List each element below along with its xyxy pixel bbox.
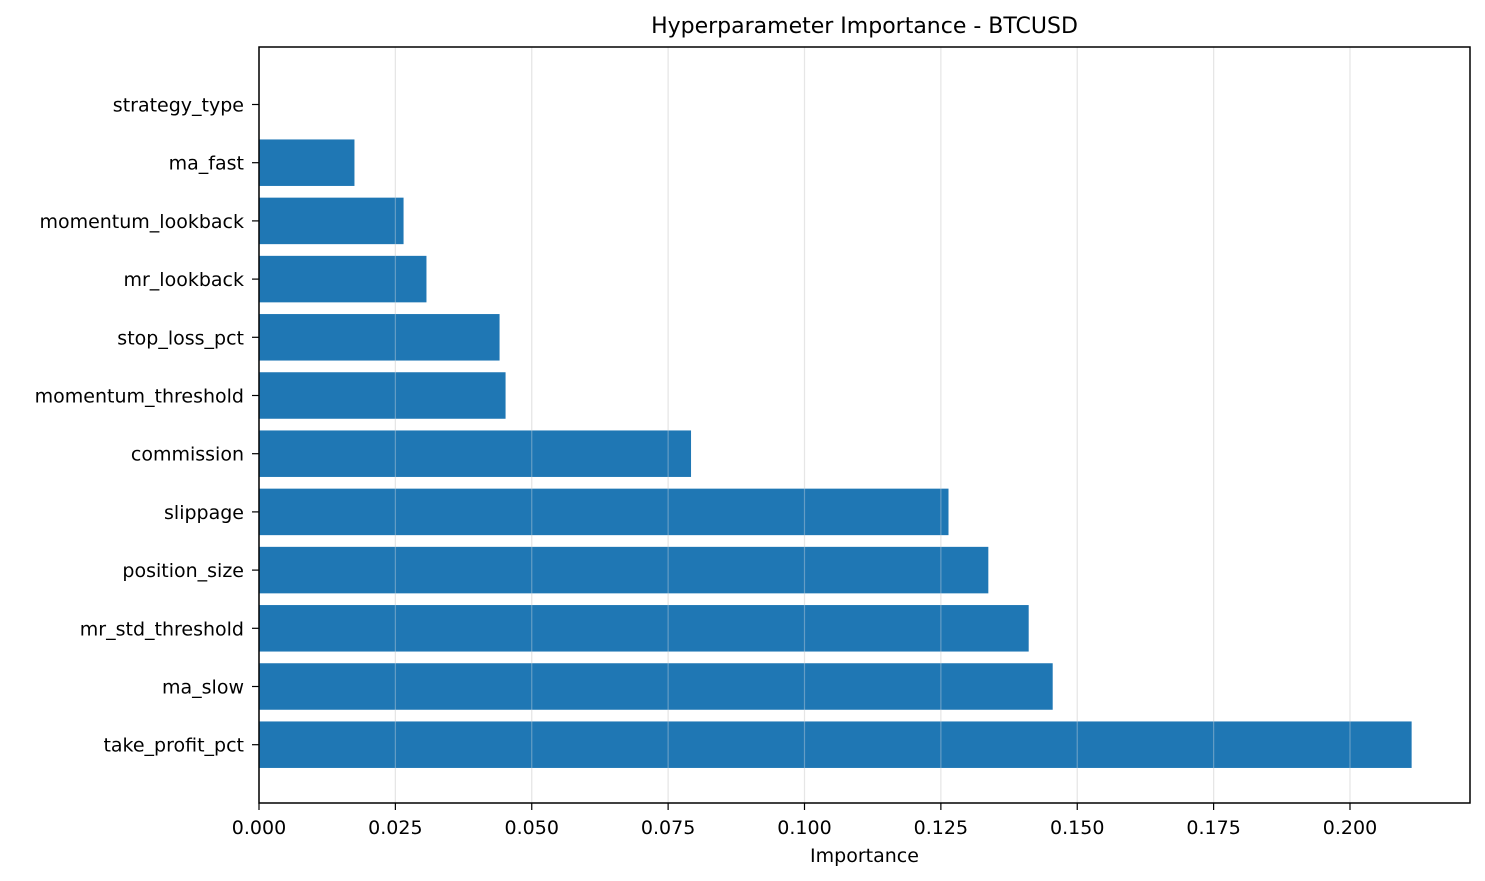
x-tick-label: 0.175 [1186, 817, 1240, 839]
y-tick-label-ma-fast: ma_fast [169, 153, 244, 175]
y-tick-label-strategy-type: strategy_type [113, 95, 244, 117]
y-tick-label-slippage: slippage [164, 502, 244, 524]
chart-title: Hyperparameter Importance - BTCUSD [651, 14, 1078, 39]
y-tick-label-commission: commission [131, 444, 244, 466]
bar-momentum-threshold [259, 372, 506, 419]
bar-take-profit-pct [259, 721, 1412, 768]
x-axis-ticks: 0.000 0.025 0.050 0.075 0.100 0.125 0.150 0.175… [232, 803, 1377, 839]
grid-lines [258, 47, 1351, 803]
y-tick-label-mr-lookback: mr_lookback [123, 269, 244, 291]
x-tick-label: 0.075 [641, 817, 695, 839]
bar-ma-slow [259, 663, 1053, 710]
bars [258, 47, 1412, 803]
x-tick-label: 0.100 [777, 817, 831, 839]
x-tick-label: 0.150 [1050, 817, 1104, 839]
y-tick-label-stop-loss-pct: stop_loss_pct [117, 327, 244, 349]
x-tick-label: 0.050 [505, 817, 559, 839]
bar-slippage [259, 488, 949, 536]
y-tick-label-take-profit-pct: take_profit_pct [103, 735, 244, 757]
y-tick-label-position-size: position_size [122, 560, 244, 582]
bar-stop-loss-pct [259, 314, 500, 361]
bar-ma-fast [259, 139, 355, 186]
bar-mr-std-threshold [259, 605, 1029, 652]
x-tick-label: 0.025 [368, 817, 422, 839]
y-axis-ticks: strategy_type ma_fast momentum_lookback mr_… [35, 95, 259, 757]
y-tick-label-ma-slow: ma_slow [162, 677, 244, 699]
x-tick-label: 0.000 [232, 817, 286, 839]
y-tick-label-momentum-lookback: momentum_lookback [39, 211, 244, 233]
bar-momentum-lookback [259, 197, 404, 245]
x-axis-title: Importance [810, 845, 919, 867]
bar-mr-lookback [259, 255, 427, 303]
plot-frame [258, 46, 1471, 804]
bar-commission [259, 430, 692, 477]
x-tick-label: 0.125 [914, 817, 968, 839]
y-tick-label-momentum-threshold: momentum_threshold [35, 386, 244, 408]
x-tick-label: 0.200 [1323, 817, 1377, 839]
bar-position-size [259, 546, 989, 594]
y-tick-label-mr-std-threshold: mr_std_threshold [80, 618, 244, 640]
